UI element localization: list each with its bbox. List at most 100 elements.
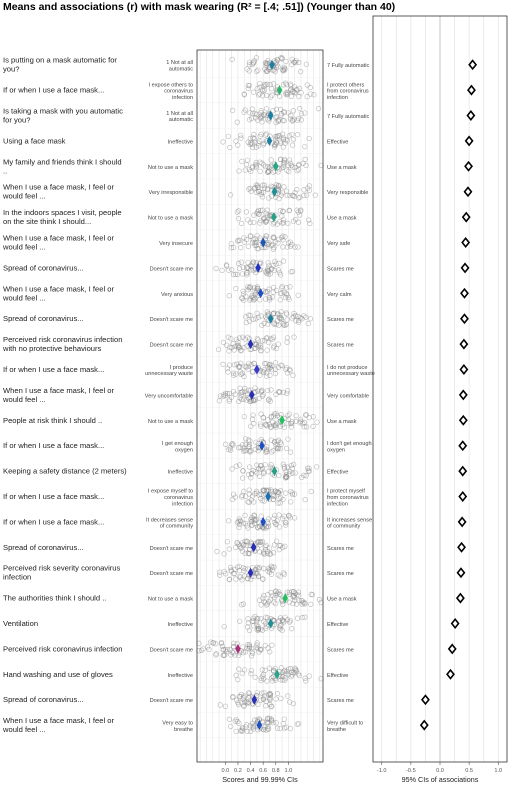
jitter-dot [236,652,242,659]
jitter-dot [238,348,244,354]
jitter-dot [292,665,298,671]
jitter-dot [266,297,273,303]
jitter-dot [284,89,290,95]
jitter-dot [285,162,292,168]
jitter-dot [298,117,304,123]
jitter-dot [283,490,289,496]
jitter-dot [266,165,273,171]
jitter-dot [231,644,237,650]
anchor-high-label: Scares me [327,571,354,577]
jitter-dot [253,68,260,74]
jitter-dot [236,568,243,574]
jitter-dot [216,398,222,404]
jitter-dot [264,92,270,99]
jitter-dot [233,371,239,377]
question-label: The authorities think I should .. [3,594,106,603]
jitter-dot [286,513,292,519]
jitter-dot [290,601,296,607]
jitter-dot [266,396,272,402]
question-label: If or when I use a face mask... [3,517,104,526]
jitter-dot [295,219,302,225]
jitter-dot [258,388,265,394]
jitter-dot [291,461,297,468]
jitter-dot [302,497,308,503]
jitter-dot [251,136,257,142]
jitter-dot [265,260,271,266]
jitter-dot [277,291,284,297]
jitter-dot [254,210,260,217]
jitter-dot [303,314,309,320]
jitter-dot [269,294,276,300]
jitter-dot [275,572,281,578]
jitter-dot [285,693,291,699]
jitter-dot [305,468,312,474]
jitter-dot [283,58,289,65]
jitter-dot [241,291,247,297]
jitter-dot [239,389,245,395]
jitter-dot [259,160,265,166]
anchor-low-label: Ineffective [168,470,193,476]
jitter-dot [279,56,285,62]
jitter-dot [303,61,310,67]
jitter-dot [254,539,261,545]
jitter-dot [289,142,296,148]
jitter-dot [280,209,286,215]
jitter-dot [284,390,290,397]
jitter-dot [288,499,294,505]
jitter-dot [276,219,283,225]
jitter-dot [286,589,293,595]
jitter-dot [252,567,258,573]
jitter-dot [303,424,310,430]
association-marker [446,668,455,680]
jitter-dot [257,297,263,303]
jitter-dot [276,547,282,553]
jitter-dot [229,56,235,63]
jitter-dot [250,623,257,629]
jitter-dot [233,697,240,703]
anchor-high-label: Use a mask [327,597,357,603]
jitter-dot [276,166,282,172]
jitter-dot [258,217,264,224]
anchor-low-label: Doesn't scare me [150,317,193,323]
jitter-dot [281,464,287,470]
jitter-dot [217,702,224,708]
jitter-dot [264,212,271,218]
jitter-dot [315,106,322,112]
jitter-dot [245,395,251,401]
jitter-dot [212,641,219,647]
jitter-dot [263,614,269,620]
jitter-dot [268,157,274,163]
association-marker [458,414,468,426]
jitter-dot [220,139,226,145]
jitter-dot [270,235,276,241]
jitter-dot [278,677,284,683]
jitter-dot [235,216,242,222]
jitter-dot [270,334,277,340]
jitter-dot [266,362,273,368]
jitter-dot [278,309,284,315]
jitter-dot [225,133,232,140]
jitter-dot [302,143,308,150]
association-marker [447,643,457,655]
score-mean-marker [250,542,257,553]
jitter-dot [287,468,293,475]
jitter-dot [276,260,282,267]
jitter-dot [235,260,242,267]
jitter-dot [275,118,282,124]
jitter-dot [266,286,272,292]
jitter-dot [277,623,283,629]
jitter-dot [270,81,277,87]
question-label: Hand washing and use of gloves [3,670,113,679]
anchor-high-label: Effective [327,673,348,679]
jitter-dot [260,487,266,494]
jitter-dot [226,716,233,722]
jitter-dot [308,601,314,607]
jitter-dot [289,465,295,471]
jitter-dot [289,490,296,496]
jitter-dot [278,140,284,146]
jitter-dot [245,243,252,249]
jitter-dot [271,413,277,419]
jitter-dot [239,540,246,546]
jitter-dot [279,283,285,290]
scores-tick-label: 0.6 [259,768,267,774]
